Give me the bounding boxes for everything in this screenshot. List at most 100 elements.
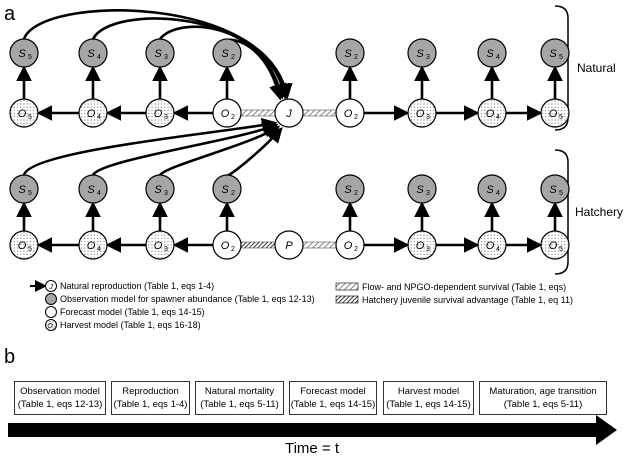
- hatchery-center-node: P: [274, 230, 304, 260]
- hatchery-abundance-right-3-subscript: 5: [559, 246, 563, 253]
- hatchery-abundance-left-2-label: O: [154, 240, 163, 252]
- natural-abundance-right-0-label: O: [344, 108, 353, 120]
- natural-spawner-right-0-circle: [335, 38, 365, 68]
- natural-abundance-left-3-subscript: 2: [231, 114, 235, 121]
- hatchery-spawner-left-3-circle: [212, 174, 242, 204]
- step-title: Natural mortality: [204, 386, 275, 397]
- legend-item-observation: Observation model for spawner abundance …: [60, 294, 315, 304]
- natural-spawner-left-1-subscript: 4: [97, 54, 101, 61]
- natural-spawner-right-3-circle: [540, 38, 570, 68]
- hatchery-spawner-left-0-subscript: 5: [28, 190, 32, 197]
- nodes: S 5O 5S 2O 2S 4O 4S 3O 3S 3O 3S 4O 4S 2O 2S 5O 5JS 5O 5S 2O…: [9, 38, 570, 260]
- hatchery-abundance-right-0-circle: [335, 230, 365, 260]
- hatchery-reproduction-curve-3: [226, 127, 283, 178]
- natural-spawner-left-2-subscript: 3: [164, 54, 168, 61]
- natural-abundance-right-2-label: O: [486, 108, 495, 120]
- natural-abundance-left-3-circle: [212, 98, 242, 128]
- hatchery-spawner-right-3-label: S: [549, 184, 557, 196]
- hatchery-spawner-right-1-subscript: 3: [426, 190, 430, 197]
- natural-abundance-left-0-circle: [9, 98, 39, 128]
- step-harvest: Harvest model (Table 1, eqs 14-15): [383, 381, 474, 415]
- natural-center-node-label: J: [285, 108, 292, 120]
- hatchery-spawner-right-1-circle: [407, 174, 437, 204]
- step-reproduction: Reproduction (Table 1, eqs 1-4): [111, 381, 190, 415]
- natural-survival-band-right: [302, 109, 337, 117]
- hatchery-spawner-left-1-subscript: 4: [97, 190, 101, 197]
- hatchery-abundance-right-2-subscript: 4: [496, 246, 500, 253]
- natural-spawner-left-2-circle: [145, 38, 175, 68]
- hatchery-survival-band-left: [240, 241, 276, 249]
- hatchery-abundance-left-2-circle: [145, 230, 175, 260]
- hatchery-spawner-left-3-subscript: 2: [231, 190, 235, 197]
- hatchery-spawner-right-2-circle: [477, 174, 507, 204]
- legend-item-reproduction: Natural reproduction (Table 1, eqs 1-4): [60, 281, 214, 291]
- natural-spawner-left-3-subscript: 2: [231, 54, 235, 61]
- natural-abundance-left-2-subscript: 3: [164, 114, 168, 121]
- hatchery-survival-band-right: [302, 241, 337, 249]
- natural-spawner-right-1-label: S: [416, 48, 424, 60]
- panel-a-label: a: [4, 3, 16, 25]
- natural-abundance-left-1-label: O: [87, 108, 96, 120]
- step-ref: (Table 1, eqs 14-15): [290, 399, 376, 410]
- natural-spawner-right-0-subscript: 2: [354, 54, 358, 61]
- legend-item-harvest: Harvest model (Table 1, eqs 16-18): [60, 320, 201, 330]
- step-natural-mortality: Natural mortality (Table 1, eqs 5-11): [195, 381, 284, 415]
- hatchery-abundance-left-3-label: O: [221, 240, 230, 252]
- hatchery-bracket: [554, 149, 569, 275]
- natural-spawner-left-1-circle: [78, 38, 108, 68]
- hatchery-spawner-left-2-subscript: 3: [164, 190, 168, 197]
- time-label: Time = t: [284, 440, 340, 457]
- hatchery-spawner-right-1-label: S: [416, 184, 424, 196]
- natural-spawner-right-1-subscript: 3: [426, 54, 430, 61]
- hatchery-abundance-left-2-subscript: 3: [164, 246, 168, 253]
- legend-item-hatchery-advantage: Hatchery juvenile survival advantage (Ta…: [362, 295, 573, 305]
- timeline-arrow: [8, 415, 617, 445]
- natural-abundance-right-2-circle: [477, 98, 507, 128]
- step-ref: (Table 1, eqs 12-13): [17, 399, 103, 410]
- hatchery-spawner-right-0-label: S: [344, 184, 352, 196]
- natural-spawner-right-2-label: S: [486, 48, 494, 60]
- hatchery-spawner-right-0-circle: [335, 174, 365, 204]
- hatchery-spawner-left-3-label: S: [221, 184, 229, 196]
- legend-o-sub: 2: [54, 326, 57, 331]
- legend-item-flow-survival: Flow- and NPGO-dependent survival (Table…: [362, 282, 566, 292]
- natural-reproduction-curve-1: [91, 17, 291, 100]
- hatchery-spawner-right-0-subscript: 2: [354, 190, 358, 197]
- hatchery-abundance-right-3-label: O: [549, 240, 558, 252]
- hatchery-abundance-left-0-subscript: 5: [28, 246, 32, 253]
- step-ref: (Table 1, eqs 14-15): [386, 399, 471, 410]
- natural-spawner-left-0-label: S: [18, 48, 26, 60]
- legend-o-text: O: [47, 323, 53, 330]
- hatchery-center-node-circle: [274, 230, 304, 260]
- legend-j-circle: [45, 280, 57, 292]
- natural-abundance-left-1-subscript: 4: [97, 114, 101, 121]
- hatchery-spawner-right-3-subscript: 5: [559, 190, 563, 197]
- hatchery-abundance-right-2-circle: [477, 230, 507, 260]
- hatchery-spawner-left-1-label: S: [87, 184, 95, 196]
- step-ref: (Table 1, eqs 5-11): [200, 399, 279, 410]
- natural-abundance-right-3-subscript: 5: [559, 114, 563, 121]
- hatchery-abundance-right-0-subscript: 2: [354, 246, 358, 253]
- natural-label: Natural: [577, 61, 616, 75]
- natural-spawner-right-3-label: S: [549, 48, 557, 60]
- hatchery-spawner-right-3-circle: [540, 174, 570, 204]
